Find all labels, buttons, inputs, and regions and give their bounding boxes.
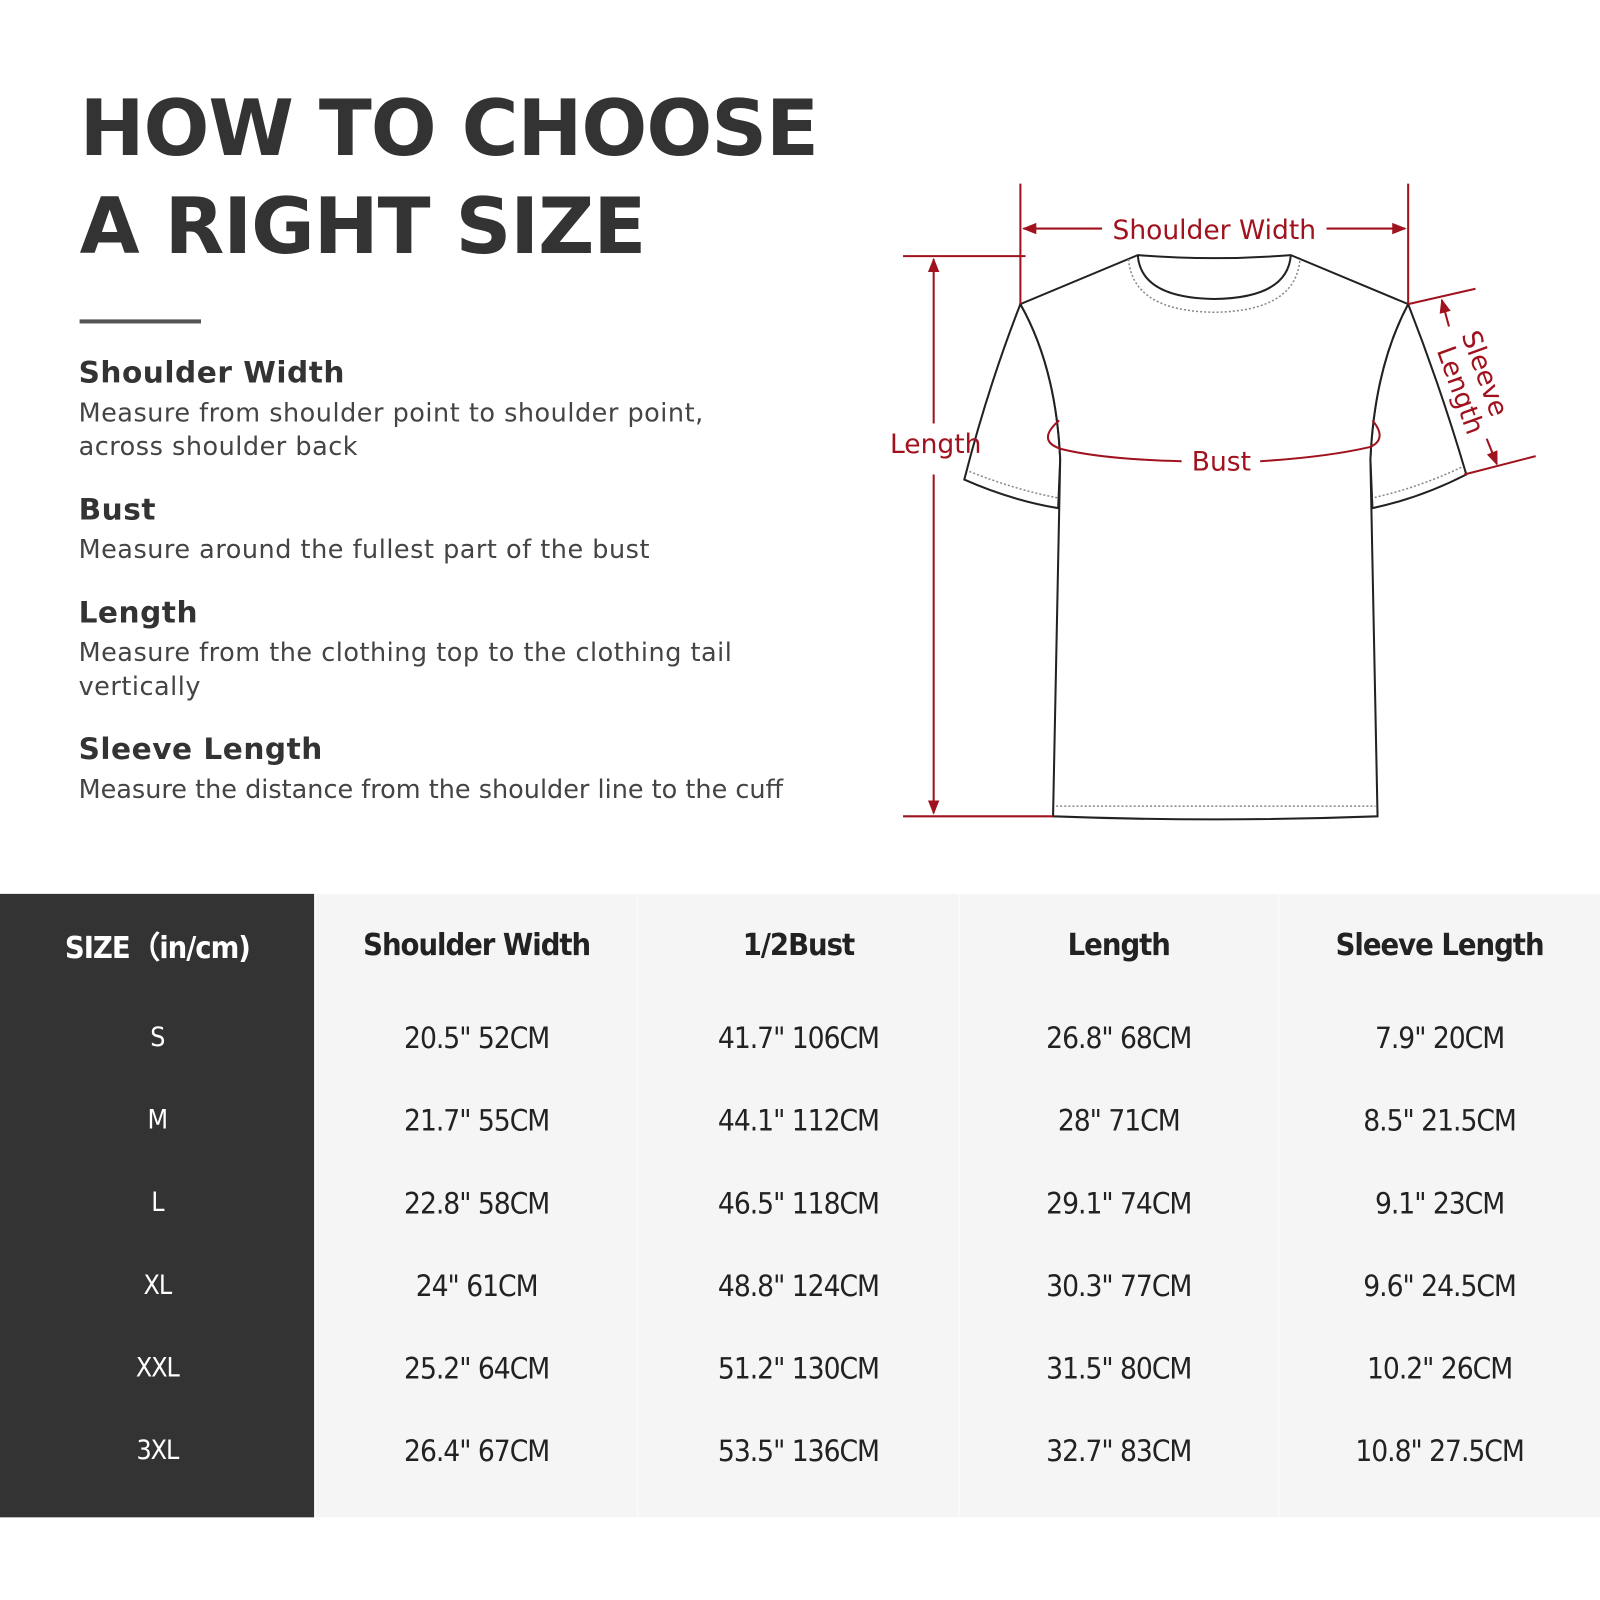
definition-term: Length <box>78 594 199 630</box>
table-cell: 28" 71CM <box>1057 1102 1181 1138</box>
size-table: SIZE（in/cm) S M L XL XXL 3XL Shoulder Width 20.5… <box>0 893 1600 1518</box>
table-cell: 10.2" 26CM <box>1366 1350 1513 1386</box>
definition-sleeve-length: Sleeve Length Measure the distance from t… <box>79 732 814 806</box>
table-cell: S <box>150 1021 165 1053</box>
table-cell: M <box>147 1104 169 1136</box>
table-cell: 9.1" 23CM <box>1374 1185 1505 1220</box>
definition-text: Measure from the clothing top to the clo… <box>78 637 733 702</box>
title-line-2: A RIGHT SIZE <box>79 180 647 272</box>
label-length: Length <box>890 429 981 460</box>
table-cell: XXL <box>135 1352 180 1384</box>
table-cell: 44.1" 112CM <box>717 1102 880 1138</box>
left-sleeve <box>963 301 1062 510</box>
definition-term: Shoulder Width <box>78 355 345 390</box>
table-cell: 48.8" 124CM <box>717 1267 880 1303</box>
table-cell: L <box>151 1187 164 1218</box>
table-cell: 25.2" 64CM <box>404 1350 550 1386</box>
definition-text: Measure the distance from the shoulder l… <box>78 774 784 805</box>
table-cell: 21.7" 55CM <box>404 1102 550 1138</box>
definition-shoulder-width: Shoulder Width Measure from shoulder poin… <box>79 355 814 463</box>
column-sleeve-length: Sleeve Length 7.9" 20CM 8.5" 21.5CM 9.1" 23… <box>1277 893 1600 1518</box>
column-header: SIZE（in/cm) <box>64 930 251 967</box>
label-sleeve-length: Length <box>1430 342 1490 439</box>
label-sleeve: Sleeve <box>1455 326 1515 420</box>
divider <box>79 319 202 324</box>
table-cell: 10.8" 27.5CM <box>1355 1433 1525 1468</box>
column-header: Shoulder Width <box>363 927 591 963</box>
measurement-labels: Shoulder Width Length Bust Sleeve Length <box>890 215 1515 478</box>
table-cell: 24" 61CM <box>415 1267 539 1303</box>
right-sleeve <box>1369 301 1468 510</box>
table-cell: 22.8" 58CM <box>404 1185 550 1220</box>
title-line-1: HOW TO CHOOSE <box>79 82 819 174</box>
column-header: 1/2Bust <box>742 927 855 963</box>
table-cell: 29.1" 74CM <box>1046 1185 1192 1220</box>
label-shoulder-width: Shoulder Width <box>1113 215 1317 246</box>
table-cell: 9.6" 24.5CM <box>1363 1267 1517 1303</box>
tshirt-outline <box>963 254 1468 821</box>
table-cell: 26.8" 68CM <box>1046 1019 1192 1055</box>
table-cell: 46.5" 118CM <box>717 1185 880 1220</box>
column-header: Sleeve Length <box>1335 927 1545 963</box>
table-cell: 26.4" 67CM <box>404 1433 550 1468</box>
table-cell: 3XL <box>136 1435 179 1466</box>
table-cell: 51.2" 130CM <box>717 1350 880 1386</box>
table-cell: 7.9" 20CM <box>1374 1019 1505 1055</box>
page-title: HOW TO CHOOSE A RIGHT SIZE <box>79 80 819 276</box>
definition-text: Measure from shoulder point to shoulder … <box>78 397 704 462</box>
table-cell: 31.5" 80CM <box>1046 1350 1192 1386</box>
shirt-body <box>1018 254 1410 821</box>
table-cell: 32.7" 83CM <box>1046 1433 1192 1468</box>
measurement-definitions: Shoulder Width Measure from shoulder poin… <box>79 355 814 835</box>
table-cell: 53.5" 136CM <box>717 1433 880 1468</box>
neckline <box>1136 255 1292 300</box>
column-half-bust: 1/2Bust 41.7" 106CM 44.1" 112CM 46.5" 118CM… <box>636 893 959 1518</box>
column-shoulder-width: Shoulder Width 20.5" 52CM 21.7" 55CM 22.8" … <box>314 893 637 1518</box>
column-length: Length 26.8" 68CM 28" 71CM 29.1" 74CM 30.3" … <box>958 893 1278 1518</box>
definition-term: Sleeve Length <box>78 731 323 767</box>
definition-bust: Bust Measure around the fullest part of t… <box>79 492 814 566</box>
label-bust: Bust <box>1192 446 1251 477</box>
definition-text: Measure around the fullest part of the b… <box>78 534 650 565</box>
table-cell: 8.5" 21.5CM <box>1363 1102 1517 1138</box>
column-size: SIZE（in/cm) S M L XL XXL 3XL <box>0 893 315 1518</box>
table-cell: 20.5" 52CM <box>404 1019 550 1055</box>
table-cell: XL <box>143 1269 173 1301</box>
table-cell: 30.3" 77CM <box>1046 1267 1192 1303</box>
definition-length: Length Measure from the clothing top to t… <box>79 595 814 703</box>
definition-term: Bust <box>78 491 156 527</box>
column-header: Length <box>1067 927 1171 963</box>
table-cell: 41.7" 106CM <box>717 1019 880 1055</box>
measurement-lines <box>903 183 1536 818</box>
